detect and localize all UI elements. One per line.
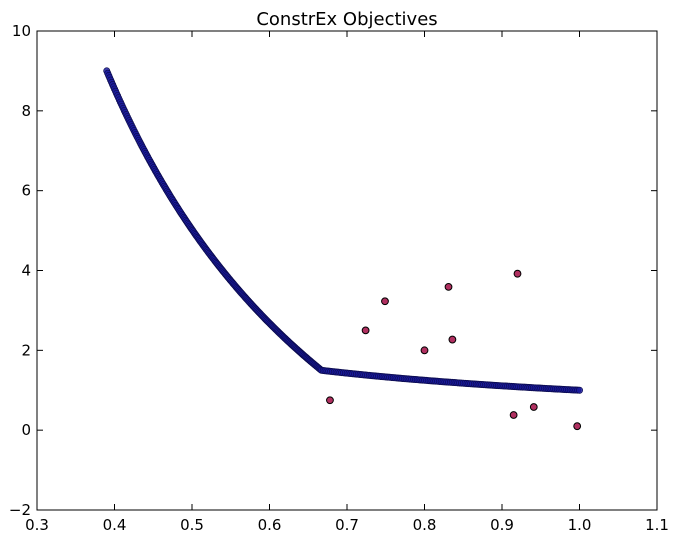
x-tick-label: 0.4 (103, 516, 127, 534)
dominated-point (361, 326, 370, 335)
x-tick-label: 0.5 (180, 516, 204, 534)
y-tick-label: 10 (12, 22, 31, 40)
x-tick-label: 0.9 (490, 516, 514, 534)
dominated-point (420, 346, 429, 355)
dominated-point (381, 297, 389, 306)
dominated-point (444, 282, 453, 291)
x-tick-label: 0.6 (258, 516, 282, 534)
y-tick-label: −2 (9, 501, 31, 519)
dominated-point (529, 403, 538, 411)
chart-title: ConstrEx Objectives (256, 9, 437, 30)
x-tick-label: 1.1 (645, 516, 669, 534)
front-point (575, 386, 583, 394)
y-tick-label: 4 (21, 262, 31, 280)
dominated-point (326, 396, 334, 405)
x-tick-label: 0.8 (413, 516, 437, 534)
x-tick-label: 0.7 (335, 516, 359, 534)
x-tick-label: 1.0 (568, 516, 592, 534)
dominated-point (448, 335, 457, 344)
points-layer (103, 67, 583, 431)
y-tick-label: 2 (21, 341, 31, 359)
x-tick-label: 0.3 (25, 516, 49, 534)
y-tick-label: 0 (21, 421, 31, 439)
ticks-layer: 0.3 0.4 0.5 0.6 0.7 0.8 0.9 1.0 1.1 −2 0 2 4 6 8 10 (9, 22, 669, 534)
y-tick-label: 8 (21, 102, 31, 120)
dominated-point (509, 411, 518, 419)
plot-frame (36, 30, 658, 511)
y-tick-label: 6 (21, 182, 31, 200)
dominated-point (573, 422, 582, 431)
dominated-point (513, 269, 522, 278)
